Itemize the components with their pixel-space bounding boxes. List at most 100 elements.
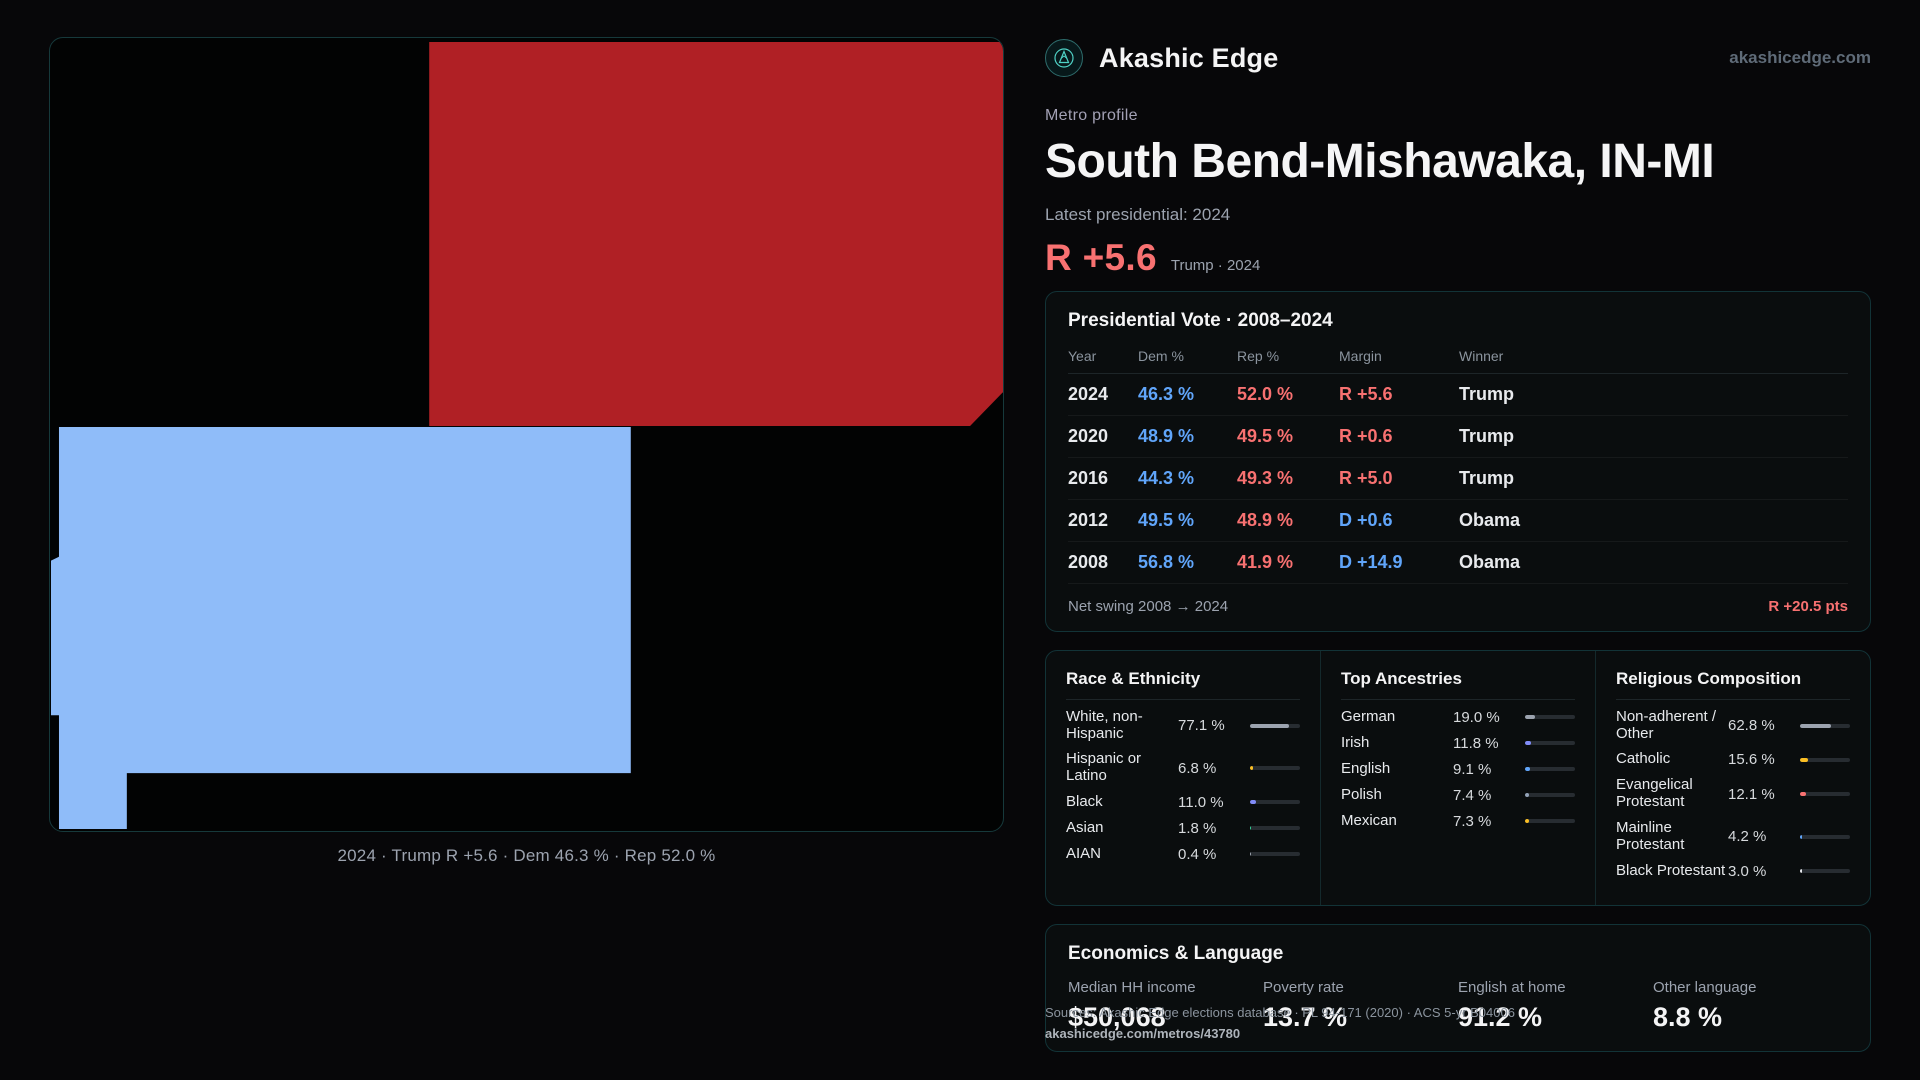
county-shape-dem xyxy=(50,427,631,830)
demographics-card: Race & Ethnicity White, non-Hispanic 77.… xyxy=(1045,649,1871,906)
latest-presidential-label: Latest presidential: 2024 xyxy=(1045,204,1231,224)
brand-name: Akashic Edge xyxy=(1099,42,1279,73)
cell-winner: Trump xyxy=(1459,373,1848,416)
cell-margin: R +5.6 xyxy=(1339,373,1459,416)
section-title: Top Ancestries xyxy=(1341,669,1575,700)
headline-margin-note: Trump · 2024 xyxy=(1170,256,1261,274)
stat-other-language: Other language 8.8 % xyxy=(1653,978,1757,1032)
cell-rep-pct: 41.9 % xyxy=(1237,541,1339,584)
stat-bar xyxy=(1525,793,1575,798)
list-item: AIAN 0.4 % xyxy=(1066,845,1300,863)
cell-rep-pct: 48.9 % xyxy=(1237,499,1339,542)
map-caption: 2024 · Trump R +5.6 · Dem 46.3 % · Rep 5… xyxy=(337,846,716,865)
county-shape-rep xyxy=(429,41,1003,427)
headline-margin-value: R +5.6 xyxy=(1045,236,1157,278)
list-item: English 9.1 % xyxy=(1341,760,1575,778)
cell-year: 2008 xyxy=(1068,541,1138,584)
list-item: Black Protestant 3.0 % xyxy=(1616,862,1850,880)
list-item: Catholic 15.6 % xyxy=(1616,751,1850,768)
stat-bar xyxy=(1250,766,1300,771)
stat-bar xyxy=(1525,715,1575,720)
stat-bar xyxy=(1250,723,1300,728)
cell-margin: R +0.6 xyxy=(1339,415,1459,458)
list-item: Evangelical Protestant 12.1 % xyxy=(1616,777,1850,811)
col-winner: Winner xyxy=(1459,341,1848,374)
cell-dem-pct: 49.5 % xyxy=(1138,499,1237,542)
net-swing-row: Net swing 2008 → 2024 R +20.5 pts xyxy=(1068,584,1848,615)
section-title: Religious Composition xyxy=(1616,669,1850,700)
net-swing-value: R +20.5 pts xyxy=(1768,597,1848,615)
site-link[interactable]: akashicedge.com xyxy=(1729,48,1871,67)
stat-bar xyxy=(1250,800,1300,805)
stat-english-at-home: English at home 91.2 % xyxy=(1458,978,1566,1032)
race-ethnicity-section: Race & Ethnicity White, non-Hispanic 77.… xyxy=(1046,651,1320,905)
cell-winner: Trump xyxy=(1459,457,1848,500)
headline-margin-block: R +5.6 Trump · 2024 xyxy=(1045,237,1871,279)
cell-year: 2012 xyxy=(1068,499,1138,542)
stat-bar xyxy=(1800,869,1850,874)
vote-card-title: Presidential Vote · 2008–2024 xyxy=(1068,309,1333,331)
cell-rep-pct: 52.0 % xyxy=(1237,373,1339,416)
county-map xyxy=(50,41,1003,830)
cell-dem-pct: 56.8 % xyxy=(1138,541,1237,584)
cell-margin: R +5.0 xyxy=(1339,457,1459,500)
economics-card: Economics & Language Median HH income $5… xyxy=(1045,923,1871,1052)
cell-dem-pct: 46.3 % xyxy=(1138,373,1237,416)
stat-bar xyxy=(1525,741,1575,746)
list-item: Irish 11.8 % xyxy=(1341,734,1575,752)
stat-poverty-rate: Poverty rate 13.7 % xyxy=(1263,978,1348,1032)
page-title: South Bend-Mishawaka, IN-MI xyxy=(1045,135,1715,188)
list-item: German 19.0 % xyxy=(1341,708,1575,726)
stat-bar xyxy=(1525,819,1575,824)
cell-year: 2024 xyxy=(1068,373,1138,416)
top-ancestries-section: Top Ancestries German 19.0 % Irish 11.8 … xyxy=(1320,650,1595,905)
col-margin: Margin xyxy=(1339,341,1459,374)
list-item: Black 11.0 % xyxy=(1066,793,1300,811)
cell-winner: Trump xyxy=(1459,415,1848,458)
map-panel xyxy=(49,37,1004,832)
col-dem: Dem % xyxy=(1138,341,1237,374)
sources-url: akashicedge.com/metros/43780 xyxy=(1045,1026,1241,1041)
cell-year: 2016 xyxy=(1068,457,1138,500)
stat-bar xyxy=(1800,757,1850,762)
stat-bar xyxy=(1250,852,1300,857)
list-item: Non-adherent / Other 62.8 % xyxy=(1616,708,1850,743)
presidential-vote-card: Presidential Vote · 2008–2024 Year Dem %… xyxy=(1045,290,1871,632)
list-item: Mainline Protestant 4.2 % xyxy=(1616,819,1850,854)
cell-rep-pct: 49.3 % xyxy=(1237,457,1339,500)
cell-winner: Obama xyxy=(1459,499,1848,542)
net-swing-label: Net swing 2008 → 2024 xyxy=(1068,597,1229,615)
cell-dem-pct: 44.3 % xyxy=(1138,457,1237,500)
cell-margin: D +0.6 xyxy=(1339,499,1459,542)
cell-dem-pct: 48.9 % xyxy=(1138,415,1237,458)
col-year: Year xyxy=(1068,341,1138,374)
table-row: 2024 46.3 % 52.0 % R +5.6 Trump xyxy=(1068,373,1848,416)
cell-rep-pct: 49.5 % xyxy=(1237,415,1339,458)
profile-content: Akashic Edge akashicedge.com Metro profi… xyxy=(1045,0,1871,1052)
stat-bar xyxy=(1800,834,1850,839)
stat-bar xyxy=(1250,826,1300,831)
cell-winner: Obama xyxy=(1459,541,1848,584)
sources-footer: Sources: Akashic Edge elections database… xyxy=(1045,1005,1515,1041)
economics-card-title: Economics & Language xyxy=(1068,942,1284,964)
stat-bar xyxy=(1525,767,1575,772)
table-row: 2012 49.5 % 48.9 % D +0.6 Obama xyxy=(1068,499,1848,542)
header: Akashic Edge akashicedge.com xyxy=(1045,0,1871,77)
table-row: 2016 44.3 % 49.3 % R +5.0 Trump xyxy=(1068,457,1848,500)
list-item: Hispanic or Latino 6.8 % xyxy=(1066,751,1300,785)
economics-stats-row: Median HH income $50,068 Poverty rate 13… xyxy=(1068,979,1848,1033)
vote-table: Year Dem % Rep % Margin Winner 2024 46.3… xyxy=(1068,341,1848,584)
list-item: Mexican 7.3 % xyxy=(1341,812,1575,830)
list-item: Polish 7.4 % xyxy=(1341,786,1575,804)
list-item: White, non-Hispanic 77.1 % xyxy=(1066,708,1300,743)
sources-line: Sources: Akashic Edge elections database… xyxy=(1045,1005,1515,1020)
vote-table-header-row: Year Dem % Rep % Margin Winner xyxy=(1068,341,1848,374)
stat-bar xyxy=(1800,792,1850,797)
col-rep: Rep % xyxy=(1237,341,1339,374)
stat-bar xyxy=(1800,723,1850,728)
list-item: Asian 1.8 % xyxy=(1066,819,1300,837)
table-row: 2008 56.8 % 41.9 % D +14.9 Obama xyxy=(1068,541,1848,584)
cell-margin: D +14.9 xyxy=(1339,541,1459,584)
section-title: Race & Ethnicity xyxy=(1066,669,1300,700)
